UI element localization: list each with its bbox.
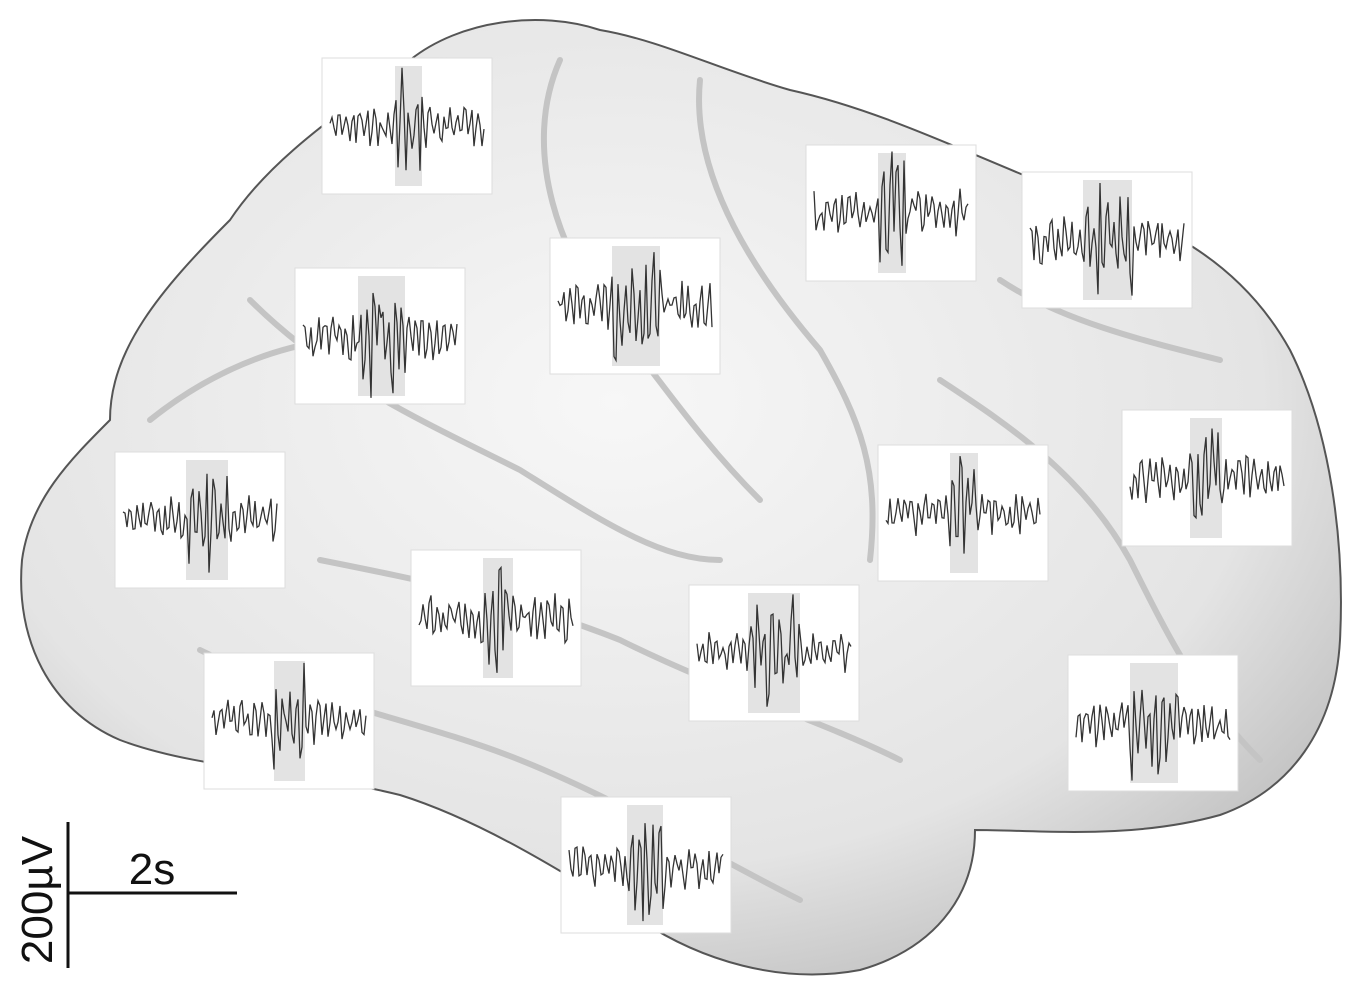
time-label: 2s <box>129 845 175 894</box>
page: 200µV 2s (() => { const data = JSON.pars… <box>0 0 1353 988</box>
inset-highlight <box>395 66 422 186</box>
figure: 200µV 2s <box>0 0 1353 988</box>
inset-highlight <box>1083 180 1132 300</box>
inset-highlight <box>274 661 305 781</box>
scale-bar: 200µV 2s <box>13 822 237 968</box>
voltage-label: 200µV <box>13 835 62 964</box>
inset-highlight <box>1190 418 1222 538</box>
